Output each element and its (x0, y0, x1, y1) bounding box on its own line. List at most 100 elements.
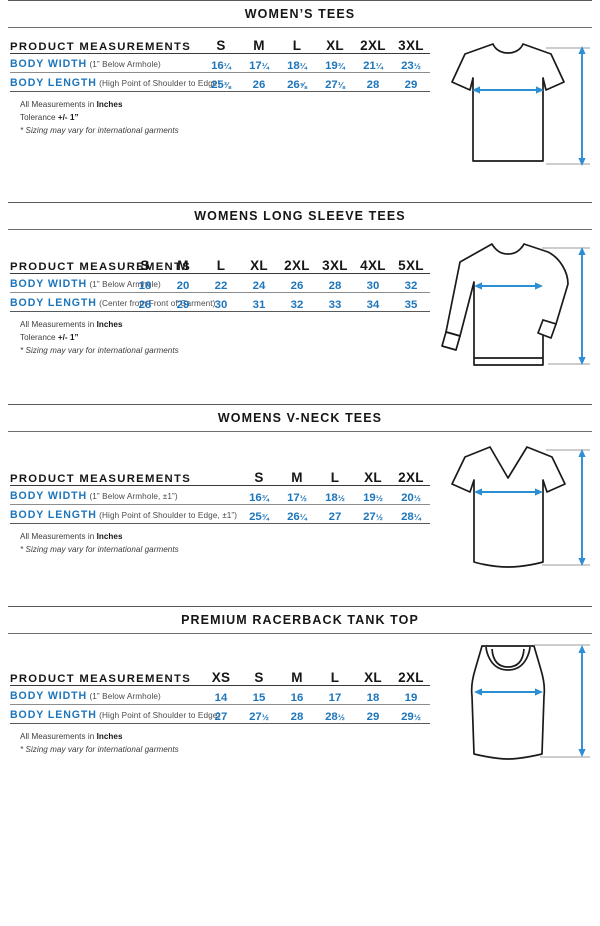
measurement-value: 25¾ (240, 504, 278, 524)
measurement-value: 28½ (316, 704, 354, 724)
spec-table: PRODUCT MEASUREMENTS S M L XL 2XL BODY WIDTH (… (10, 470, 430, 524)
measurement-value: 19 (392, 685, 430, 705)
row-label-note: (Center from Front of Garment) (96, 299, 216, 308)
note-international: * Sizing may vary for international garm… (20, 346, 179, 356)
measurement-value: 20½ (392, 485, 430, 505)
measurement-value: 24 (240, 273, 278, 293)
measurement-value: 33 (316, 292, 354, 312)
measurement-value: 29 (164, 292, 202, 312)
measurement-value: 28 (278, 704, 316, 724)
divider-top (8, 202, 592, 203)
measurement-value: 25⅜ (202, 72, 240, 92)
measurement-value: 18 (354, 685, 392, 705)
size-header-2xl: 2XL (392, 670, 430, 686)
product-measurements-header: PRODUCT MEASUREMENTS (10, 670, 202, 686)
tolerance-value: +/- 1” (57, 333, 79, 343)
table-row: BODY WIDTH (1” Below Armhole) 14 15 16 17 18 1… (10, 685, 430, 705)
measurement-value: 35 (392, 292, 430, 312)
size-header-s: S (240, 670, 278, 686)
size-header-4xl: 4XL (354, 258, 392, 274)
note-international: * Sizing may vary for international garm… (20, 745, 179, 755)
section-spacer (0, 771, 600, 793)
table-row: BODY WIDTH (1” Below Armhole) 16¼ 17¼ 18¼ 19… (10, 53, 430, 73)
section-body: PRODUCT MEASUREMENTS S M L XL 2XL 3XL 4XL 5XL BOD… (0, 230, 600, 382)
measurement-value: 28 (354, 72, 392, 92)
measurement-value: 27 (202, 704, 240, 724)
note-prefix: All Measurements in (20, 100, 97, 109)
garment-figure (430, 230, 600, 382)
note-prefix: All Measurements in (20, 732, 97, 741)
measurement-value: 26 (240, 72, 278, 92)
note-international: * Sizing may vary for international garm… (20, 126, 179, 136)
row-label-body-length: BODY LENGTH (High Point of Shoulder to E… (10, 704, 220, 724)
tolerance-prefix: Tolerance (20, 113, 58, 123)
row-label-text: BODY WIDTH (10, 690, 88, 702)
garment-figure (430, 28, 600, 180)
size-header-m: M (240, 38, 278, 54)
measurement-value: 19¾ (316, 53, 354, 73)
divider-top (8, 0, 592, 1)
measurement-value: 27½ (240, 704, 278, 724)
measurement-value: 30 (202, 292, 240, 312)
row-label-text: BODY LENGTH (10, 709, 97, 721)
section-body: PRODUCT MEASUREMENTS S M L XL 2XL BODY WIDTH (… (0, 432, 600, 584)
section-title: WOMEN’S TEES (244, 7, 356, 21)
tolerance-value: +/- 1” (57, 113, 79, 123)
measurement-value: 22 (202, 273, 240, 293)
note-measurements-unit: All Measurements in Inches (20, 318, 430, 331)
table-header-row: PRODUCT MEASUREMENTS S M L XL 2XL 3XL (10, 38, 430, 54)
size-header-5xl: 5XL (392, 258, 430, 274)
product-measurements-header: PRODUCT MEASUREMENTS (10, 470, 240, 486)
row-label-body-width: BODY WIDTH (1” Below Armhole) (10, 53, 202, 73)
measurement-value: 20 (164, 273, 202, 293)
note-unit: Inches (96, 532, 123, 541)
measurement-value: 16¾ (240, 485, 278, 505)
divider-under-title (8, 633, 592, 634)
spec-table: PRODUCT MEASUREMENTS S M L XL 2XL 3XL 4XL 5XL BOD… (10, 258, 430, 312)
note-prefix: All Measurements in (20, 320, 97, 329)
measurement-value: 32 (278, 292, 316, 312)
spec-table-wrap: PRODUCT MEASUREMENTS S M L XL 2XL 3XL 4XL 5XL BOD… (0, 230, 430, 357)
notes-block: All Measurements in Inches Tolerance +/- … (10, 92, 430, 137)
measurement-value: 30 (354, 273, 392, 293)
measurement-value: 26⅝ (278, 72, 316, 92)
measurement-value: 16 (278, 685, 316, 705)
measurement-value: 26 (278, 273, 316, 293)
garment-figure (430, 634, 600, 771)
size-header-s: S (202, 38, 240, 54)
measurement-value: 27⅛ (316, 72, 354, 92)
measurement-value: 18 (126, 273, 164, 293)
divider-top (8, 606, 592, 607)
v-neck-tee-illustration (451, 446, 590, 568)
row-label-text: BODY WIDTH (10, 490, 88, 502)
measurement-value: 18½ (316, 485, 354, 505)
note-measurements-unit: All Measurements in Inches (20, 98, 430, 111)
row-label-note: (1” Below Armhole, ±1”) (87, 492, 178, 501)
row-label-text: BODY LENGTH (10, 297, 97, 309)
row-label-note: (High Point of Shoulder to Edge) (96, 79, 221, 88)
row-label-body-width: BODY WIDTH (1” Below Armhole, ±1”) (10, 485, 240, 505)
row-label-body-length: BODY LENGTH (High Point of Shoulder to E… (10, 72, 220, 92)
note-unit: Inches (96, 100, 123, 109)
row-label-note: (High Point of Shoulder to Edge) (96, 711, 221, 720)
measurement-value: 27½ (354, 504, 392, 524)
note-tolerance: Tolerance +/- 1” (20, 331, 430, 344)
note-unit: Inches (96, 320, 123, 329)
notes-block: All Measurements in Inches * Sizing may v… (10, 524, 430, 556)
section-spacer (0, 180, 600, 202)
section-body: PRODUCT MEASUREMENTS XS S M L XL 2XL BODY WIDTH… (0, 634, 600, 771)
section-premium-racerback-tank-top: PREMIUM RACERBACK TANK TOP PRODUCT MEASUR… (0, 606, 600, 793)
table-header-row: PRODUCT MEASUREMENTS XS S M L XL 2XL (10, 670, 430, 686)
size-header-l: L (316, 670, 354, 686)
row-label-note: (High Point of Shoulder to Edge, ±1”) (96, 511, 238, 520)
spec-table-wrap: PRODUCT MEASUREMENTS XS S M L XL 2XL BODY WIDTH… (0, 634, 430, 756)
size-header-xl: XL (354, 670, 392, 686)
product-measurements-header: PRODUCT MEASUREMENTS (10, 258, 190, 274)
divider-top (8, 404, 592, 405)
row-label-note: (1” Below Armhole) (87, 692, 161, 701)
divider-under-title (8, 431, 592, 432)
size-header-2xl: 2XL (392, 470, 430, 486)
section-title: WOMENS LONG SLEEVE TEES (194, 209, 406, 223)
row-label-body-width: BODY WIDTH (1” Below Armhole) (10, 685, 202, 705)
row-label-text: BODY WIDTH (10, 58, 88, 70)
